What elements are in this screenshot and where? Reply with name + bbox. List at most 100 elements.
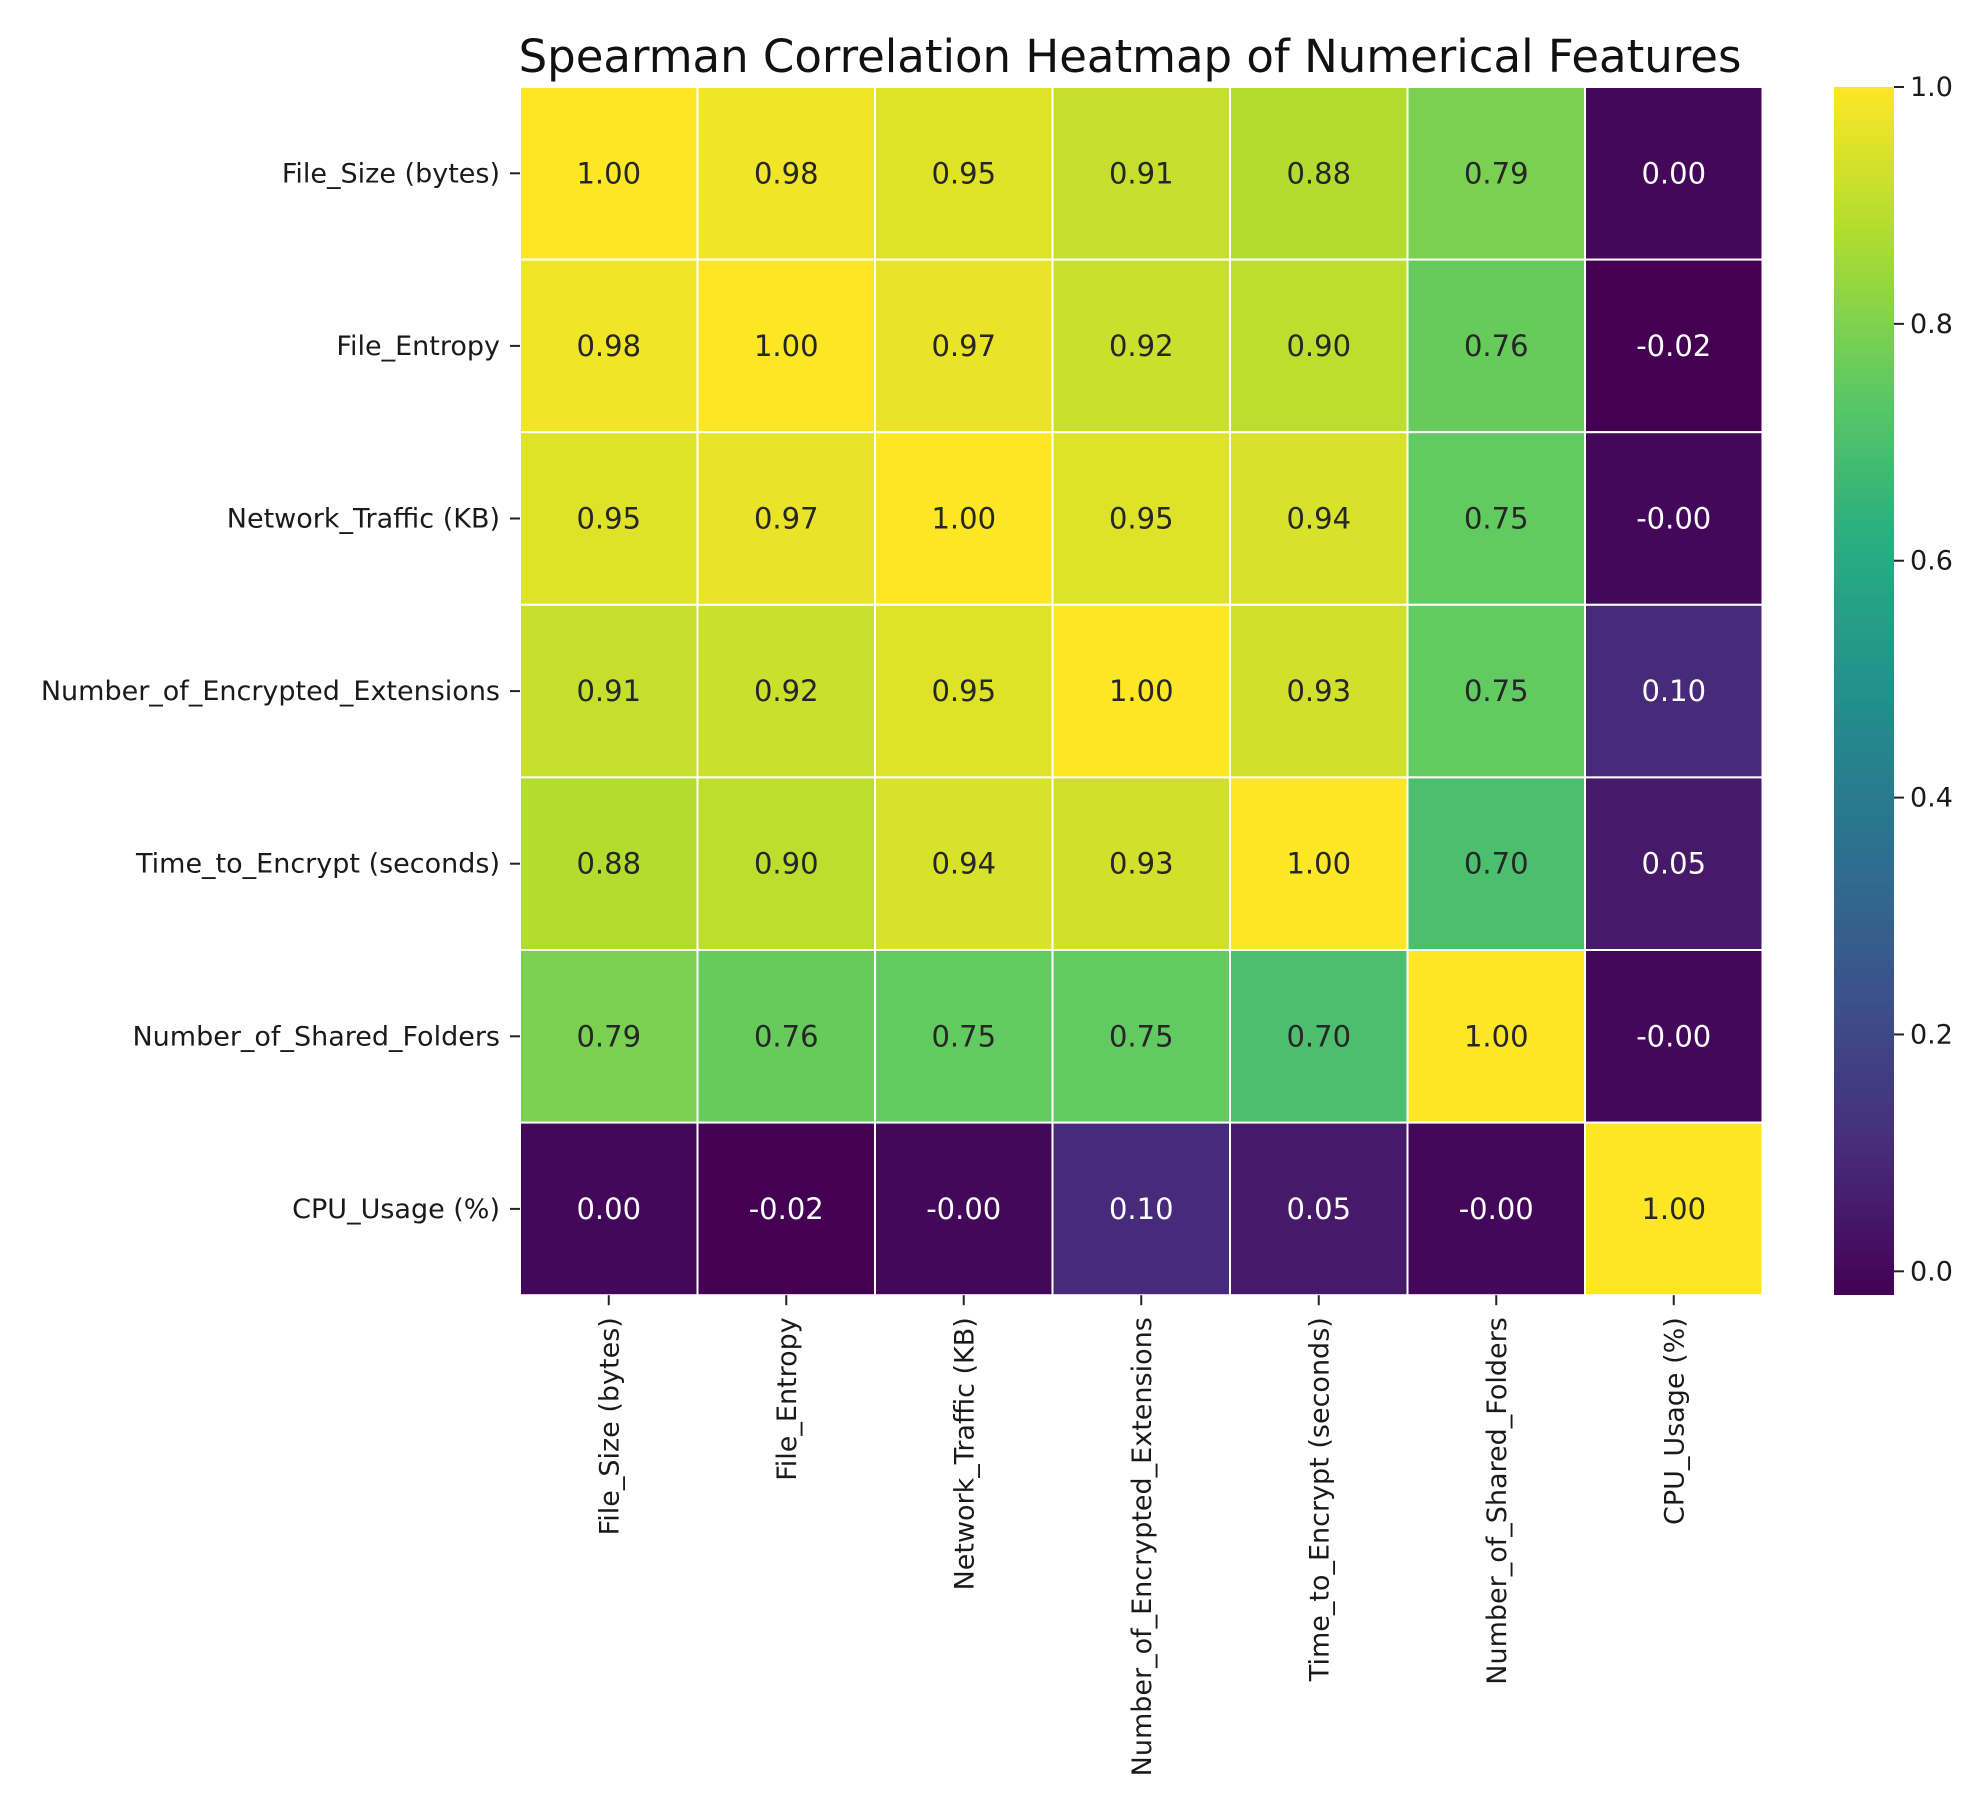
cell-value-label: 0.92 — [1109, 329, 1174, 363]
y-tick-label: Network_Traffic (KB) — [227, 504, 500, 535]
heatmap-cell — [1051, 1121, 1231, 1297]
heatmap-cell — [696, 86, 876, 261]
heatmap-annotations: 1.00 0.98 0.95 0.91 0.88 0.79 0.00 0.98 1.00 0.97… — [576, 156, 1711, 1226]
heatmap-cell — [1051, 431, 1231, 606]
heatmap-cell — [1406, 1121, 1586, 1297]
cell-value-label: 1.00 — [576, 156, 641, 190]
cell-value-label: 0.00 — [576, 1192, 641, 1226]
colorbar: 0.0 0.2 0.4 0.6 0.8 1.0 — [1834, 72, 1953, 1295]
y-tick-label: File_Entropy — [336, 331, 500, 362]
cell-value-label: 0.70 — [1464, 847, 1529, 881]
colorbar-tick-label: 0.2 — [1910, 1019, 1953, 1050]
heatmap-cell — [1229, 86, 1409, 261]
x-tick-label: Number_of_Encrypted_Extensions — [1127, 1317, 1158, 1776]
cell-value-label: -0.00 — [1636, 1019, 1711, 1053]
heatmap-cell — [1584, 603, 1764, 779]
cell-value-label: 1.00 — [754, 329, 819, 363]
colorbar-gradient — [1834, 87, 1894, 1295]
cell-value-label: -0.02 — [749, 1192, 824, 1226]
cell-value-label: 1.00 — [931, 502, 996, 536]
cell-value-label: 0.97 — [931, 329, 996, 363]
heatmap-cell — [874, 258, 1054, 434]
heatmap-cells — [519, 86, 1764, 1297]
heatmap-cell — [519, 776, 699, 952]
chart-title: Spearman Correlation Heatmap of Numerica… — [519, 30, 1742, 83]
cell-value-label: 0.95 — [931, 674, 996, 708]
heatmap-cell — [1406, 86, 1586, 261]
colorbar-tick-label: 0.6 — [1910, 546, 1953, 577]
cell-value-label: 0.10 — [1109, 1192, 1174, 1226]
heatmap-cell — [1584, 776, 1764, 952]
cell-value-label: 0.75 — [1109, 1019, 1174, 1053]
heatmap-cell — [874, 431, 1054, 606]
heatmap-cell — [874, 776, 1054, 952]
heatmap-cell — [1229, 431, 1409, 606]
x-tick-label: Network_Traffic (KB) — [950, 1317, 981, 1590]
cell-value-label: 0.95 — [1109, 502, 1174, 536]
cell-value-label: 0.75 — [931, 1019, 996, 1053]
heatmap-cell — [696, 603, 876, 779]
cell-value-label: 0.79 — [1464, 156, 1529, 190]
heatmap-cell — [874, 86, 1054, 261]
colorbar-tick-label: 1.0 — [1910, 72, 1953, 103]
heatmap-cell — [1584, 258, 1764, 434]
y-axis: File_Size (bytes) File_Entropy Network_Tra… — [41, 158, 520, 1225]
heatmap-cell — [1051, 603, 1231, 779]
x-tick-label: Number_of_Shared_Folders — [1482, 1317, 1513, 1685]
colorbar-tick-label: 0.4 — [1910, 783, 1953, 814]
cell-value-label: 0.90 — [754, 847, 819, 881]
cell-value-label: 0.10 — [1641, 674, 1706, 708]
cell-value-label: 0.79 — [576, 1019, 641, 1053]
heatmap-cell — [519, 86, 699, 261]
colorbar-ticks: 0.0 0.2 0.4 0.6 0.8 1.0 — [1894, 72, 1953, 1287]
heatmap-cell — [1051, 949, 1231, 1124]
cell-value-label: 0.90 — [1286, 329, 1351, 363]
x-axis: File_Size (bytes) File_Entropy Network_Tra… — [595, 1295, 1691, 1776]
cell-value-label: 0.70 — [1286, 1019, 1351, 1053]
cell-value-label: 1.00 — [1464, 1019, 1529, 1053]
heatmap-cell — [696, 949, 876, 1124]
cell-value-label: 1.00 — [1109, 674, 1174, 708]
heatmap-cell — [696, 431, 876, 606]
cell-value-label: 0.95 — [576, 502, 641, 536]
cell-value-label: 0.98 — [754, 156, 819, 190]
x-tick-label: File_Size (bytes) — [595, 1317, 626, 1535]
cell-value-label: -0.00 — [1636, 502, 1711, 536]
heatmap-cell — [519, 1121, 699, 1297]
x-tick-label: File_Entropy — [772, 1317, 803, 1481]
cell-value-label: 0.05 — [1286, 1192, 1351, 1226]
heatmap-cell — [874, 949, 1054, 1124]
cell-value-label: 0.88 — [576, 847, 641, 881]
colorbar-tick-label: 0.0 — [1910, 1256, 1953, 1287]
cell-value-label: 1.00 — [1286, 847, 1351, 881]
cell-value-label: 0.75 — [1464, 674, 1529, 708]
cell-value-label: -0.02 — [1636, 329, 1711, 363]
heatmap-cell — [1406, 431, 1586, 606]
heatmap-cell — [1229, 1121, 1409, 1297]
cell-value-label: 0.76 — [754, 1019, 819, 1053]
heatmap-cell — [519, 431, 699, 606]
cell-value-label: 0.98 — [576, 329, 641, 363]
cell-value-label: -0.00 — [926, 1192, 1001, 1226]
x-tick-label: CPU_Usage (%) — [1660, 1317, 1691, 1525]
cell-value-label: 0.88 — [1286, 156, 1351, 190]
cell-value-label: 0.91 — [1109, 156, 1174, 190]
heatmap-cell — [1584, 1121, 1764, 1297]
cell-value-label: 0.75 — [1464, 502, 1529, 536]
heatmap-cell — [519, 603, 699, 779]
heatmap-cell — [1229, 258, 1409, 434]
cell-value-label: 0.94 — [1286, 502, 1351, 536]
cell-value-label: 0.97 — [754, 502, 819, 536]
heatmap-cell — [874, 1121, 1054, 1297]
cell-value-label: 0.76 — [1464, 329, 1529, 363]
x-tick-label: Time_to_Encrypt (seconds) — [1305, 1317, 1336, 1682]
cell-value-label: 0.93 — [1109, 847, 1174, 881]
heatmap-cell — [1229, 949, 1409, 1124]
cell-value-label: 1.00 — [1641, 1192, 1706, 1226]
heatmap-cell — [1051, 86, 1231, 261]
y-tick-label: File_Size (bytes) — [282, 158, 500, 189]
heatmap-cell — [1584, 949, 1764, 1124]
y-tick-label: Number_of_Encrypted_Extensions — [41, 676, 500, 707]
cell-value-label: -0.00 — [1459, 1192, 1534, 1226]
y-tick-label: CPU_Usage (%) — [292, 1194, 500, 1225]
